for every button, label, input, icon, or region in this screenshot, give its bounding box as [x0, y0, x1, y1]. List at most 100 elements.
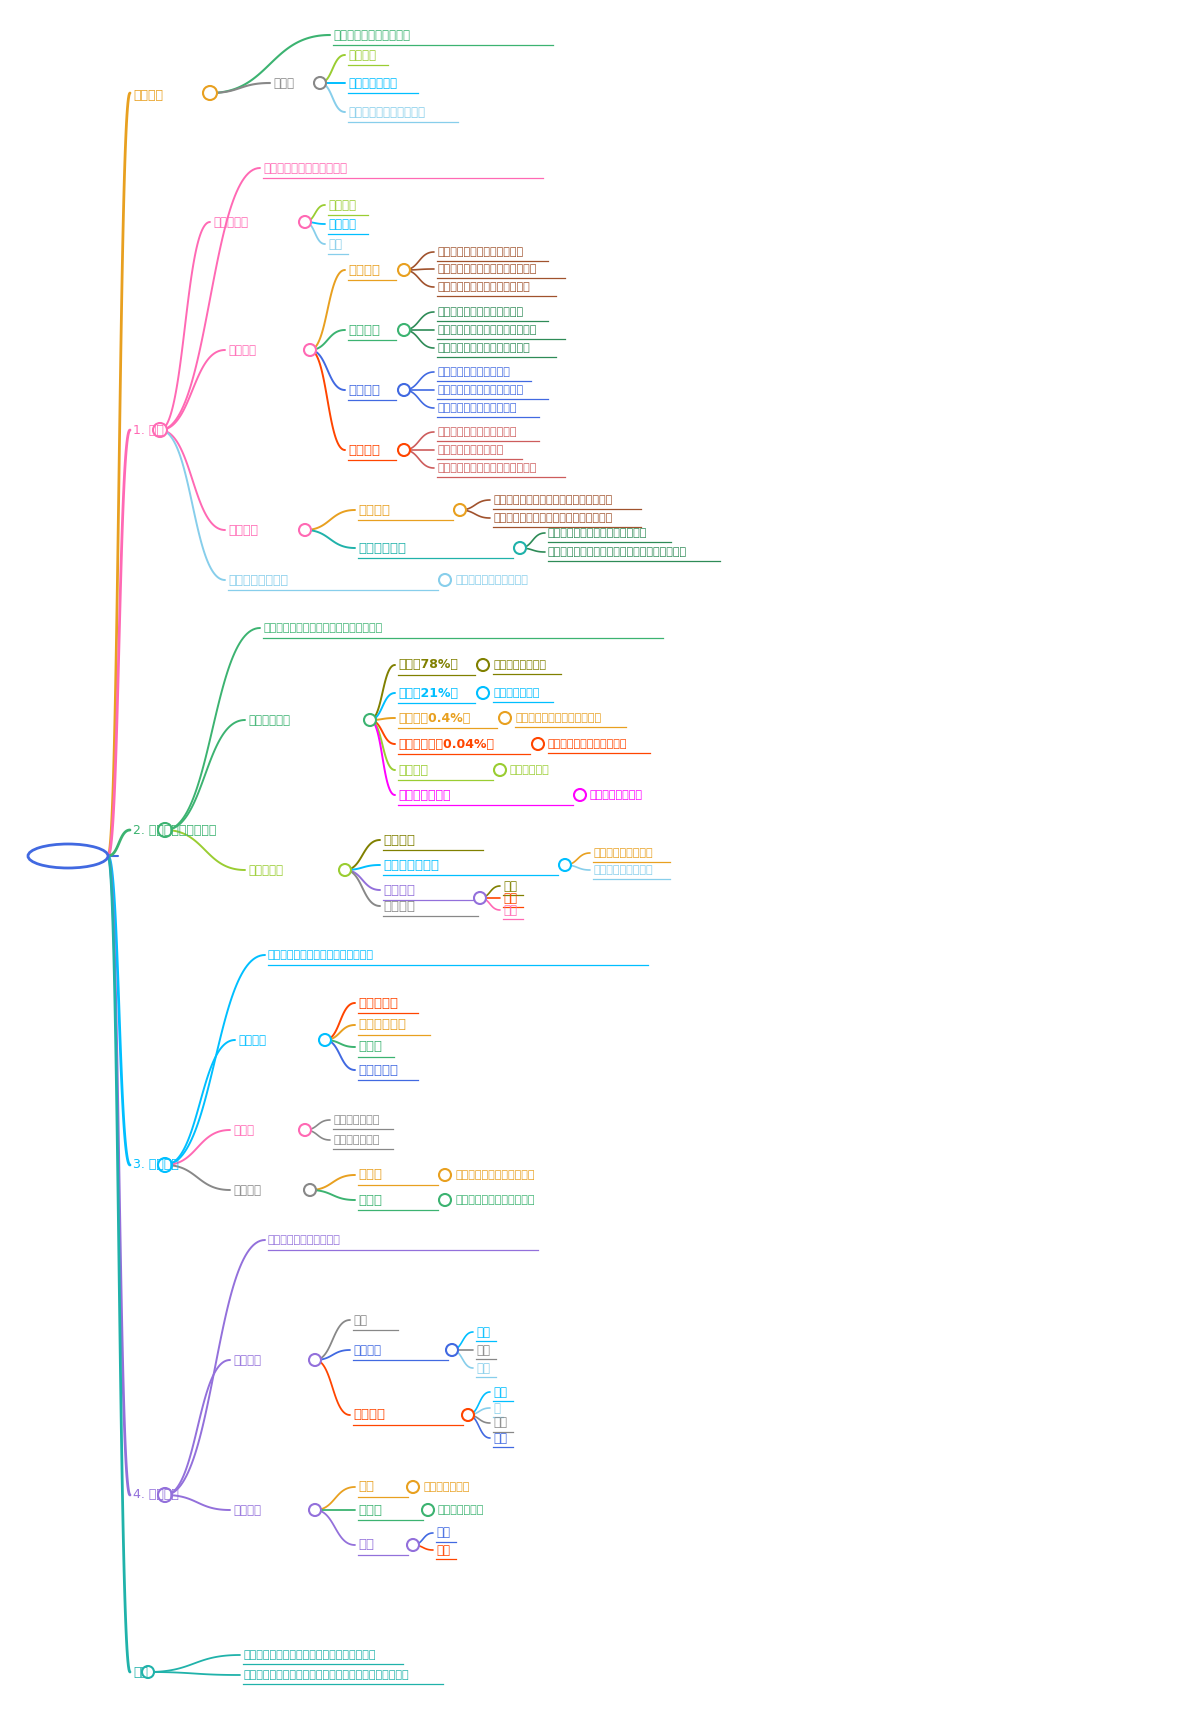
Text: 大气加热与冷却: 大气加热与冷却	[383, 858, 439, 871]
Text: 海陆分布: 海陆分布	[328, 217, 356, 231]
Text: 夜间：空气温度下降: 夜间：空气温度下降	[594, 865, 653, 875]
Text: 氮气（78%）: 氮气（78%）	[398, 659, 458, 671]
Text: 代表地区：极地、北极、南极: 代表地区：极地、北极、南极	[437, 385, 523, 395]
Circle shape	[494, 764, 506, 776]
Text: 锋面: 锋面	[358, 1539, 374, 1551]
Text: 影响因素：地理纬度、海陆差异: 影响因素：地理纬度、海陆差异	[437, 342, 529, 353]
Text: 云的类型: 云的类型	[353, 1344, 381, 1356]
Text: 极地高压带: 极地高压带	[358, 1063, 398, 1077]
Text: 气旋: 气旋	[358, 1481, 374, 1493]
Text: 高气压: 高气压	[358, 1193, 382, 1207]
Text: 温度分布: 温度分布	[383, 899, 415, 912]
Circle shape	[319, 1034, 331, 1046]
Circle shape	[364, 714, 376, 726]
Text: 传热方式: 传热方式	[383, 883, 415, 897]
Circle shape	[158, 823, 172, 837]
Text: 温带气候: 温带气候	[348, 324, 380, 337]
Text: 太阳辐射: 太阳辐射	[383, 834, 415, 846]
Text: 总结: 总结	[133, 1666, 148, 1678]
Text: 此思维导图帮助理解地球大气层的结构与动态: 此思维导图帮助理解地球大气层的结构与动态	[243, 1650, 375, 1661]
Text: 概念：大气运动影响天气和气候变化: 概念：大气运动影响天气和气候变化	[268, 950, 374, 960]
Text: 二氧化碳（约0.04%）: 二氧化碳（约0.04%）	[398, 738, 494, 750]
Text: 作用：支持生命: 作用：支持生命	[493, 688, 539, 698]
Circle shape	[304, 1185, 316, 1197]
Text: 冰雹: 冰雹	[493, 1431, 507, 1445]
Circle shape	[398, 443, 410, 455]
Circle shape	[477, 659, 489, 671]
Circle shape	[299, 524, 311, 536]
Text: 代表地区：撒哈拉沙漠: 代表地区：撒哈拉沙漠	[437, 445, 503, 455]
Text: 影响因素：太阳辐射角度低: 影响因素：太阳辐射角度低	[437, 402, 516, 413]
Text: 影响：风向变化: 影响：风向变化	[334, 1135, 380, 1145]
Text: 气候变化表现: 气候变化表现	[358, 541, 406, 555]
Text: 天气系统: 天气系统	[233, 1503, 261, 1517]
Text: 地球大气科学思维导图: 地球大气科学思维导图	[37, 851, 100, 861]
Text: 地理位置: 地理位置	[328, 199, 356, 212]
Text: 水蒸气（0.4%）: 水蒸气（0.4%）	[398, 712, 470, 724]
Text: 特征：空气上升，形成降水: 特征：空气上升，形成降水	[455, 1169, 534, 1180]
Text: 霜冻: 霜冻	[493, 1416, 507, 1430]
Circle shape	[309, 1354, 320, 1366]
Circle shape	[398, 324, 410, 336]
Text: 代表地区：欧洲、东亚、美国北部: 代表地区：欧洲、东亚、美国北部	[437, 325, 537, 336]
Circle shape	[203, 86, 217, 99]
Text: 降水类型: 降水类型	[353, 1409, 385, 1421]
Text: 作用：强温室气体: 作用：强温室气体	[590, 789, 643, 800]
Text: 特征：高气压区: 特征：高气压区	[438, 1505, 484, 1515]
Circle shape	[559, 859, 571, 871]
Text: 卷云: 卷云	[476, 1361, 490, 1375]
Text: 原因：地球自转: 原因：地球自转	[334, 1115, 380, 1125]
Text: 辐射: 辐射	[503, 880, 518, 892]
Text: 热力学状况: 热力学状况	[248, 863, 283, 877]
Text: 特征：低气压区: 特征：低气压区	[423, 1483, 469, 1491]
Circle shape	[299, 216, 311, 228]
Text: 全球变暖: 全球变暖	[358, 503, 391, 517]
Circle shape	[439, 1193, 451, 1205]
Text: 干旱气候: 干旱气候	[348, 443, 380, 457]
Text: 反气旋: 反气旋	[358, 1503, 382, 1517]
Text: 氧气（21%）: 氧气（21%）	[398, 687, 458, 700]
Text: 影响因素：纬度、地形、海洋距离: 影响因素：纬度、地形、海洋距离	[437, 462, 537, 473]
Text: 特征：降水少、昼夜温差大: 特征：降水少、昼夜温差大	[437, 426, 516, 437]
Circle shape	[304, 344, 316, 356]
Text: 概念：短期内的大气变化: 概念：短期内的大气变化	[268, 1234, 341, 1245]
Text: 功能：: 功能：	[273, 77, 294, 89]
Text: 科氏力: 科氏力	[233, 1123, 254, 1137]
Text: 定义：温室气体浓度增加、全球温度上升: 定义：温室气体浓度增加、全球温度上升	[493, 495, 612, 505]
Text: 层云: 层云	[476, 1344, 490, 1356]
Text: 极端天气事件：强风、台风、暴雨: 极端天气事件：强风、台风、暴雨	[548, 527, 647, 538]
Circle shape	[309, 1505, 320, 1517]
Text: 调节气候和天气: 调节气候和天气	[348, 77, 396, 89]
Text: 西风带: 西风带	[358, 1041, 382, 1053]
Text: 如氦气、氖气: 如氦气、氖气	[510, 765, 550, 776]
Text: 稀有气体: 稀有气体	[398, 764, 429, 777]
Text: 积云: 积云	[476, 1325, 490, 1339]
Circle shape	[398, 264, 410, 276]
Circle shape	[423, 1505, 434, 1517]
Text: 寒带气候: 寒带气候	[348, 383, 380, 397]
Circle shape	[462, 1409, 474, 1421]
Text: 影响：极端天气、冰川融化、海平面上升: 影响：极端天气、冰川融化、海平面上升	[493, 514, 612, 522]
Text: 主要组成成分: 主要组成成分	[248, 714, 290, 726]
Text: 传导: 传导	[503, 904, 518, 916]
Text: 作用：湿度和降水的决定因素: 作用：湿度和降水的决定因素	[515, 712, 601, 722]
Text: 热带气候: 热带气候	[348, 264, 380, 277]
Text: 生态系统影响：生物多样性减少、农业产量下降: 生态系统影响：生物多样性减少、农业产量下降	[548, 548, 687, 556]
Text: 气候变化: 气候变化	[228, 524, 258, 536]
Text: 白天：地面加热空气: 白天：地面加热空气	[594, 847, 653, 858]
Circle shape	[407, 1539, 419, 1551]
Text: 大气环流: 大气环流	[239, 1034, 266, 1046]
Text: 热带、温带、寒带、干旱: 热带、温带、寒带、干旱	[455, 575, 528, 586]
Ellipse shape	[28, 844, 108, 868]
Text: 气压: 气压	[353, 1313, 367, 1327]
Circle shape	[439, 574, 451, 586]
Text: 代表地区：亚马逊雨林、刚果盆地: 代表地区：亚马逊雨林、刚果盆地	[437, 264, 537, 274]
Text: 2. 大气组成与热力状况: 2. 大气组成与热力状况	[133, 823, 216, 837]
Text: 气象现象: 气象现象	[233, 1354, 261, 1366]
Circle shape	[514, 543, 526, 555]
Text: 热带辐合带: 热带辐合带	[358, 996, 398, 1010]
Circle shape	[299, 1125, 311, 1137]
Text: 气候带与纬度分布: 气候带与纬度分布	[228, 574, 288, 587]
Text: 特征：高温、高湿、降水量大: 特征：高温、高湿、降水量大	[437, 247, 523, 257]
Text: 作用：温室气体，加热作用: 作用：温室气体，加热作用	[548, 740, 628, 750]
